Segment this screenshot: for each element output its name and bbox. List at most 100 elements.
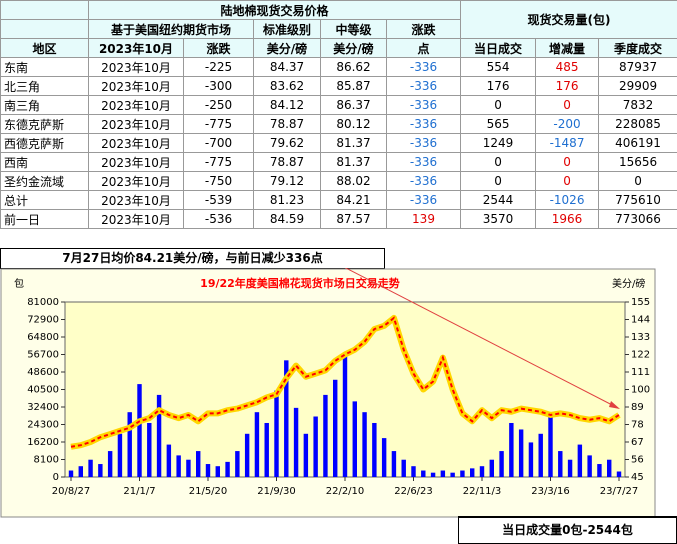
y2-tick-label: 78 — [631, 420, 644, 431]
cell: 86.37 — [321, 96, 387, 115]
bar — [235, 451, 239, 477]
bar — [216, 466, 220, 477]
bar — [441, 471, 445, 477]
bar — [353, 401, 357, 477]
y2-tick-label: 122 — [631, 350, 650, 361]
x-tick-label: 21/5/20 — [189, 486, 228, 497]
cell: -225 — [184, 58, 254, 77]
bar — [509, 423, 513, 477]
cell: 79.12 — [254, 172, 321, 191]
bar — [392, 451, 396, 477]
bar — [578, 445, 582, 477]
x-tick-label: 21/9/30 — [257, 486, 296, 497]
chart: 包 美分/磅 19/22年度美国棉花现货市场日交易走势 081001620024… — [0, 268, 656, 518]
cell: 0 — [536, 96, 599, 115]
y-tick-label: 56700 — [27, 350, 59, 361]
x-tick-label: 22/6/23 — [394, 486, 433, 497]
cell: 涨跌 — [184, 39, 254, 58]
y-tick-label: 48600 — [27, 367, 59, 378]
cell: 2023年10月 — [89, 134, 184, 153]
bar — [382, 438, 386, 477]
y-tick-label: 16200 — [27, 437, 59, 448]
cell: 554 — [461, 58, 536, 77]
bar — [294, 408, 298, 477]
cell: 2023年10月 — [89, 96, 184, 115]
cell: 2023年10月 — [89, 210, 184, 229]
bar — [98, 464, 102, 477]
bar — [372, 423, 376, 477]
y2-tick-label: 45 — [631, 472, 644, 483]
cell: 84.12 — [254, 96, 321, 115]
cell: 2023年10月 — [89, 191, 184, 210]
x-tick-label: 21/1/7 — [123, 486, 155, 497]
table-body: 陆地棉现货交易价格现货交易量(包) 基于美国纽约期货市场标准级别中等级涨跌 地区… — [1, 1, 677, 229]
x-tick-label: 23/3/16 — [531, 486, 570, 497]
y-tick-label: 72900 — [27, 315, 59, 326]
cell: 3570 — [461, 210, 536, 229]
cell: 点 — [387, 39, 461, 58]
cell: 0 — [461, 172, 536, 191]
y-tick-label: 81000 — [27, 297, 59, 308]
bar — [450, 473, 454, 477]
cell: 78.87 — [254, 153, 321, 172]
chart-title: 19/22年度美国棉花现货市场日交易走势 — [200, 276, 400, 290]
bar — [313, 417, 317, 477]
cell: 81.37 — [321, 134, 387, 153]
cell: 东德克萨斯 — [1, 115, 89, 134]
bar — [176, 455, 180, 477]
sub-header: 基于美国纽约期货市场 — [89, 20, 254, 39]
bar — [128, 412, 132, 477]
cell: -336 — [387, 96, 461, 115]
bar — [118, 434, 122, 477]
cell: -750 — [184, 172, 254, 191]
y2-tick-label: 56 — [631, 455, 644, 466]
cell: -1026 — [536, 191, 599, 210]
cell: 前一日 — [1, 210, 89, 229]
bar — [597, 464, 601, 477]
y2-tick-label: 144 — [631, 315, 650, 326]
bar — [539, 434, 543, 477]
cell: 78.87 — [254, 115, 321, 134]
cell: 北三角 — [1, 77, 89, 96]
cell — [1, 20, 89, 39]
bar — [225, 462, 229, 477]
bar — [431, 473, 435, 477]
cell: 86.62 — [321, 58, 387, 77]
y2-tick-label: 133 — [631, 332, 650, 343]
cell: -336 — [387, 191, 461, 210]
sub-header: 标准级别 — [254, 20, 321, 39]
headline: 7月27日均价84.21美分/磅，与前日减少336点 — [0, 248, 385, 269]
cell: 775610 — [599, 191, 677, 210]
bar — [343, 356, 347, 477]
y2-tick-label: 111 — [631, 367, 650, 378]
cell: 0 — [599, 172, 677, 191]
cell: 西德克萨斯 — [1, 134, 89, 153]
cell: 15656 — [599, 153, 677, 172]
cell — [1, 1, 89, 20]
cell: -336 — [387, 77, 461, 96]
cell: 1249 — [461, 134, 536, 153]
cell: 406191 — [599, 134, 677, 153]
y2-tick-label: 100 — [631, 385, 650, 396]
cell: 84.21 — [321, 191, 387, 210]
cell: -775 — [184, 115, 254, 134]
bar — [411, 466, 415, 477]
cell: 84.37 — [254, 58, 321, 77]
bar — [607, 460, 611, 477]
bar — [568, 460, 572, 477]
cell: 当日成交 — [461, 39, 536, 58]
cell: 79.62 — [254, 134, 321, 153]
bar — [421, 471, 425, 477]
footnote: 当日成交量0包-2544包 — [458, 516, 677, 544]
bar — [88, 460, 92, 477]
cell: 88.02 — [321, 172, 387, 191]
group-header: 现货交易量(包) — [461, 1, 677, 39]
